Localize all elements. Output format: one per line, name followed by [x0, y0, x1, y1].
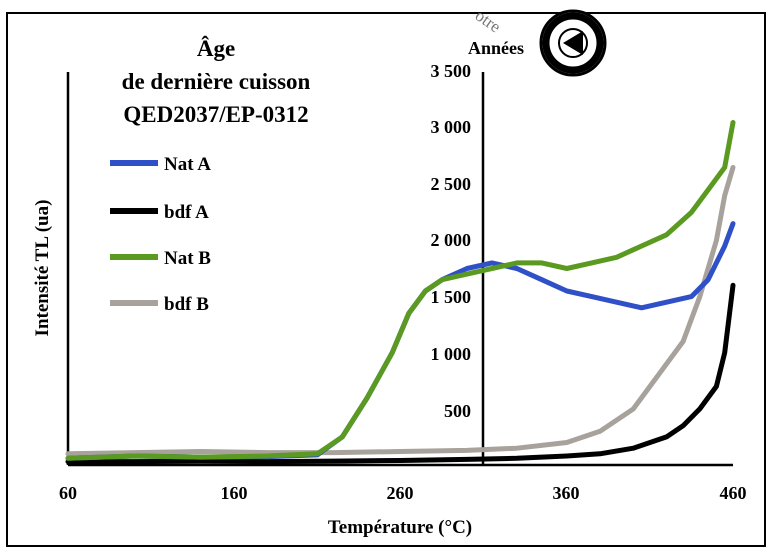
- series-layer: [65, 120, 736, 465]
- legend: Nat A bdf A Nat B bdf B: [110, 154, 211, 315]
- watermark-text: otre: [472, 6, 505, 37]
- y2-tick-label: 1 000: [431, 344, 472, 364]
- x-tick-label: 60: [59, 483, 77, 503]
- y2-tick-label: 2 000: [431, 230, 472, 250]
- x-tick-label: 160: [221, 483, 248, 503]
- series-line-bdf-b: [65, 164, 736, 457]
- x-tick-label: 360: [553, 483, 580, 503]
- x-ticks: 60 160 260 360 460: [59, 483, 747, 503]
- y2-axis-title: Années: [468, 38, 524, 58]
- series-line-bdf-a: [65, 282, 736, 465]
- x-tick-label: 260: [387, 483, 414, 503]
- x-tick-label: 460: [720, 483, 747, 503]
- title-line-3: QED2037/EP-0312: [123, 102, 308, 127]
- series-line-nat-b: [65, 120, 736, 461]
- title-line-2: de dernière cuisson: [122, 69, 311, 94]
- y2-tick-label: 2 500: [431, 174, 472, 194]
- legend-label-nat-a: Nat A: [164, 154, 211, 175]
- chart-frame: [6, 12, 766, 547]
- y2-tick-label: 500: [444, 401, 471, 421]
- y2-tick-label: 1 500: [431, 287, 472, 307]
- legend-label-bdf-a: bdf A: [164, 202, 209, 223]
- title-line-1: Âge: [197, 35, 235, 61]
- legend-label-bdf-b: bdf B: [164, 294, 209, 315]
- y2-tick-label: 3 500: [431, 61, 472, 81]
- y2-ticks: 500 1 000 1 500 2 000 2 500 3 000 3 500: [431, 61, 472, 421]
- y2-tick-label: 3 000: [431, 117, 472, 137]
- triangle-logo-icon: [539, 9, 607, 77]
- y-axis-label: Intensité TL (ua): [32, 200, 53, 337]
- x-axis-title: Température (°C): [328, 517, 472, 538]
- legend-label-nat-b: Nat B: [164, 248, 211, 269]
